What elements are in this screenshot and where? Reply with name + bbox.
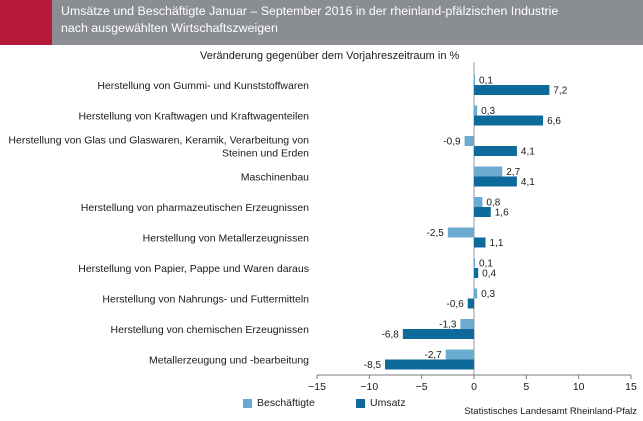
data-label-umsatz: 7,2	[553, 86, 567, 97]
category-label: Maschinenbau	[241, 172, 309, 184]
bar-besch-ftigte	[445, 349, 474, 360]
bar-umsatz	[474, 85, 550, 95]
data-label-umsatz: 6,6	[547, 116, 561, 127]
data-label-besch-ftigte: -2,7	[425, 350, 443, 361]
bar-besch-ftigte	[474, 197, 483, 207]
title-line-2: nach ausgewählten Wirtschaftszweigen	[61, 21, 278, 35]
x-tick-label: −15	[308, 381, 326, 393]
bar-umsatz	[474, 115, 544, 126]
category-label: Herstellung von Nahrungs- und Futtermitt…	[102, 294, 309, 306]
legend-swatch-beschaeftigte	[243, 398, 252, 408]
legend-label-umsatz: Umsatz	[370, 397, 406, 409]
legend-label-beschaeftigte: Beschäftigte	[257, 397, 315, 409]
data-label-umsatz: -6,8	[382, 330, 400, 341]
x-tick-label: −5	[416, 381, 428, 393]
x-tick-label: 15	[625, 381, 637, 393]
x-tick-label: 5	[523, 381, 529, 393]
bar-besch-ftigte	[460, 319, 474, 329]
legend-item-umsatz: Umsatz	[356, 397, 406, 409]
data-label-umsatz: 0,4	[482, 269, 496, 280]
x-tick-label: −10	[360, 381, 378, 393]
data-label-umsatz: 1,6	[495, 208, 509, 219]
data-label-besch-ftigte: 0,1	[479, 76, 493, 87]
bar-umsatz	[474, 268, 479, 278]
bar-umsatz	[474, 237, 486, 248]
data-label-besch-ftigte: 0,3	[481, 289, 495, 300]
header-accent	[0, 0, 52, 45]
data-label-besch-ftigte: 0,8	[486, 198, 500, 209]
data-label-umsatz: -8,5	[364, 360, 382, 371]
data-label-umsatz: 1,1	[490, 238, 504, 249]
bar-besch-ftigte	[474, 75, 476, 85]
data-label-umsatz: 4,1	[521, 177, 535, 188]
category-label: Herstellung von Glas und Glaswaren, Kera…	[8, 135, 309, 147]
bar-besch-ftigte	[474, 288, 478, 299]
data-label-besch-ftigte: -0,9	[443, 137, 461, 148]
x-tick-label: 0	[471, 381, 477, 393]
category-label: Steinen und Erden	[222, 148, 309, 160]
category-label: Metallerzeugung und -bearbeitung	[149, 355, 309, 367]
data-label-besch-ftigte: 2,7	[506, 167, 520, 178]
category-label: Herstellung von chemischen Erzeugnissen	[111, 324, 310, 336]
bar-besch-ftigte	[474, 258, 476, 268]
data-label-besch-ftigte: 0,1	[479, 259, 493, 270]
data-label-besch-ftigte: -2,5	[427, 228, 445, 239]
chart-title: Veränderung gegenüber dem Vorjahreszeitr…	[200, 50, 460, 62]
data-label-besch-ftigte: 0,3	[481, 106, 495, 117]
bar-besch-ftigte	[474, 105, 478, 116]
bar-besch-ftigte	[447, 227, 474, 238]
bar-umsatz	[474, 176, 517, 187]
category-label: Herstellung von Metallerzeugnissen	[143, 233, 309, 245]
data-label-umsatz: 4,1	[521, 147, 535, 158]
legend-swatch-umsatz	[356, 398, 365, 408]
bar-umsatz	[474, 146, 517, 156]
header-bar	[0, 0, 643, 45]
source-note: Statistisches Landesamt Rheinland-Pfalz	[464, 406, 637, 417]
bar-besch-ftigte	[464, 136, 474, 146]
title-line-1: Umsätze und Beschäftigte Januar – Septem…	[61, 4, 559, 18]
bar-umsatz	[474, 207, 491, 217]
data-label-besch-ftigte: -1,3	[439, 320, 457, 331]
bar-umsatz	[385, 359, 474, 370]
legend-item-beschaeftigte: Beschäftigte	[243, 397, 315, 409]
bar-umsatz	[402, 329, 474, 339]
category-label: Herstellung von pharmazeutischen Erzeugn…	[81, 202, 309, 214]
category-label: Herstellung von Kraftwagen und Kraftwage…	[78, 111, 309, 123]
category-label: Herstellung von Papier, Pappe und Waren …	[78, 263, 309, 275]
category-label: Herstellung von Gummi- und Kunststoffwar…	[97, 80, 309, 92]
bar-umsatz	[467, 298, 474, 309]
bar-besch-ftigte	[474, 166, 503, 177]
x-tick-label: 10	[573, 381, 585, 393]
data-label-umsatz: -0,6	[446, 299, 464, 310]
page-title: Umsätze und Beschäftigte Januar – Septem…	[61, 3, 636, 37]
